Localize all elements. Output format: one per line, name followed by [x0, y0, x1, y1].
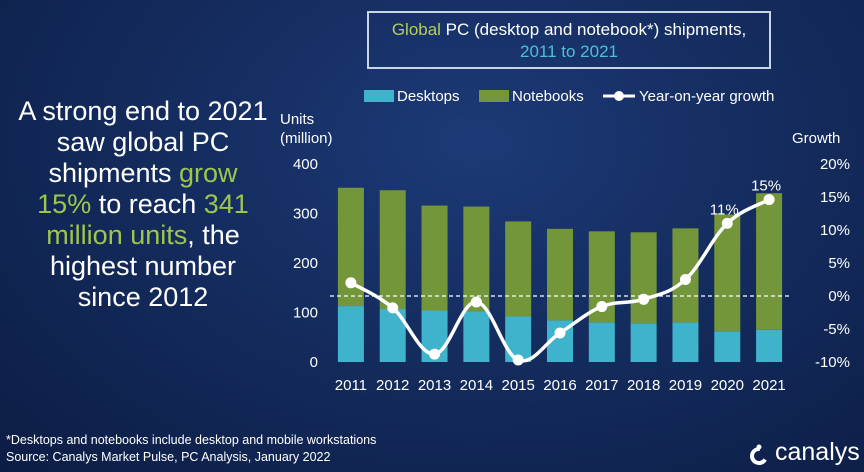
growth-data-label: 15%: [751, 178, 781, 195]
growth-point: [721, 217, 733, 229]
x-tick-label: 2012: [376, 377, 409, 394]
x-tick-label: 2011: [335, 377, 367, 394]
x-tick-label: 2015: [501, 377, 534, 394]
headline-text-2: to reach: [91, 189, 204, 219]
growth-point: [345, 277, 357, 289]
canalys-logo-icon: [750, 444, 768, 465]
legend-growth-label: Year-on-year growth: [639, 88, 775, 105]
legend-notebooks: Notebooks: [479, 88, 584, 105]
growth-point: [387, 302, 399, 314]
x-tick-label: 2018: [627, 377, 660, 394]
bar-notebooks: [379, 190, 406, 310]
y2-tick-label: 15%: [820, 189, 850, 206]
y2-tick-label: 5%: [828, 255, 850, 272]
bar-notebooks: [756, 193, 783, 330]
growth-point: [512, 354, 524, 366]
bar-notebooks: [630, 232, 657, 324]
y-axis-label: Units: [280, 111, 314, 128]
headline-text-1: A strong end to 2021 saw global PC shipm…: [18, 96, 268, 188]
y-tick-label: 300: [293, 206, 318, 223]
footnote-line1: *Desktops and notebooks include desktop …: [6, 433, 377, 447]
growth-line: [350, 198, 770, 363]
growth-data-label: 11%: [710, 201, 739, 218]
y2-tick-label: -10%: [815, 354, 850, 371]
bar-notebooks: [547, 228, 573, 321]
y2-axis-label: Growth: [792, 130, 840, 147]
x-tick-label: 2021: [752, 377, 785, 394]
canalys-logo: canalys: [775, 438, 860, 466]
headline-text-3: , the highest number since 2012: [49, 220, 240, 312]
bar-desktops: [463, 311, 490, 362]
y-tick-label: 100: [293, 305, 318, 322]
legend-growth: Year-on-year growth: [602, 88, 774, 105]
headline-pct: 15%: [37, 189, 92, 219]
bar-desktops: [630, 323, 657, 362]
growth-point: [429, 348, 441, 360]
growth-point: [763, 194, 775, 206]
y-tick-label: 200: [293, 255, 318, 272]
y-tick-label: 400: [293, 156, 318, 173]
bar-desktops: [588, 322, 615, 362]
bar-desktops: [672, 322, 699, 362]
x-tick-label: 2020: [711, 377, 744, 394]
chart-title-box: Global PC (desktop and notebook*) shipme…: [367, 11, 771, 69]
legend-notebooks-label: Notebooks: [512, 88, 584, 105]
bar-desktops: [714, 331, 741, 362]
growth-point: [554, 327, 566, 339]
legend-desktops: Desktops: [364, 88, 460, 105]
y-axis-label-unit: (million): [280, 130, 333, 147]
bar-notebooks: [463, 206, 490, 312]
chart-subtitle: 2011 to 2021: [520, 42, 618, 61]
bar-notebooks: [421, 205, 448, 311]
x-tick-label: 2019: [669, 377, 702, 394]
x-tick-label: 2014: [460, 377, 493, 394]
y2-tick-label: 20%: [820, 156, 850, 173]
y-tick-label: 0: [310, 354, 318, 371]
source-line: Source: Canalys Market Pulse, PC Analysi…: [6, 450, 331, 464]
y2-tick-label: 10%: [820, 222, 850, 239]
growth-point: [596, 301, 608, 313]
x-tick-label: 2017: [585, 377, 618, 394]
growth-point: [638, 293, 650, 305]
chart-title: Global PC (desktop and notebook*) shipme…: [369, 19, 769, 41]
legend-growth-marker: [603, 91, 635, 101]
bar-notebooks: [505, 221, 532, 317]
y2-tick-label: 0%: [828, 288, 850, 305]
headline-units: 341 million units: [46, 189, 249, 250]
y2-tick-label: -5%: [823, 321, 850, 338]
x-tick-label: 2013: [418, 377, 451, 394]
legend-desktops-label: Desktops: [397, 88, 460, 105]
growth-point: [679, 274, 691, 285]
headline: A strong end to 2021 saw global PC shipm…: [18, 96, 268, 313]
bar-desktops: [337, 306, 364, 362]
growth-point: [470, 296, 482, 308]
legend-desktops-swatch: [364, 90, 394, 102]
legend-notebooks-swatch: [479, 90, 509, 102]
chart-title-rest: PC (desktop and notebook*) shipments,: [440, 20, 747, 39]
chart-title-global: Global: [391, 20, 441, 39]
x-tick-label: 2016: [543, 377, 576, 394]
bar-desktops: [756, 329, 783, 362]
headline-grow: grow: [179, 158, 238, 188]
footnote: *Desktops and notebooks include desktop …: [6, 432, 376, 466]
